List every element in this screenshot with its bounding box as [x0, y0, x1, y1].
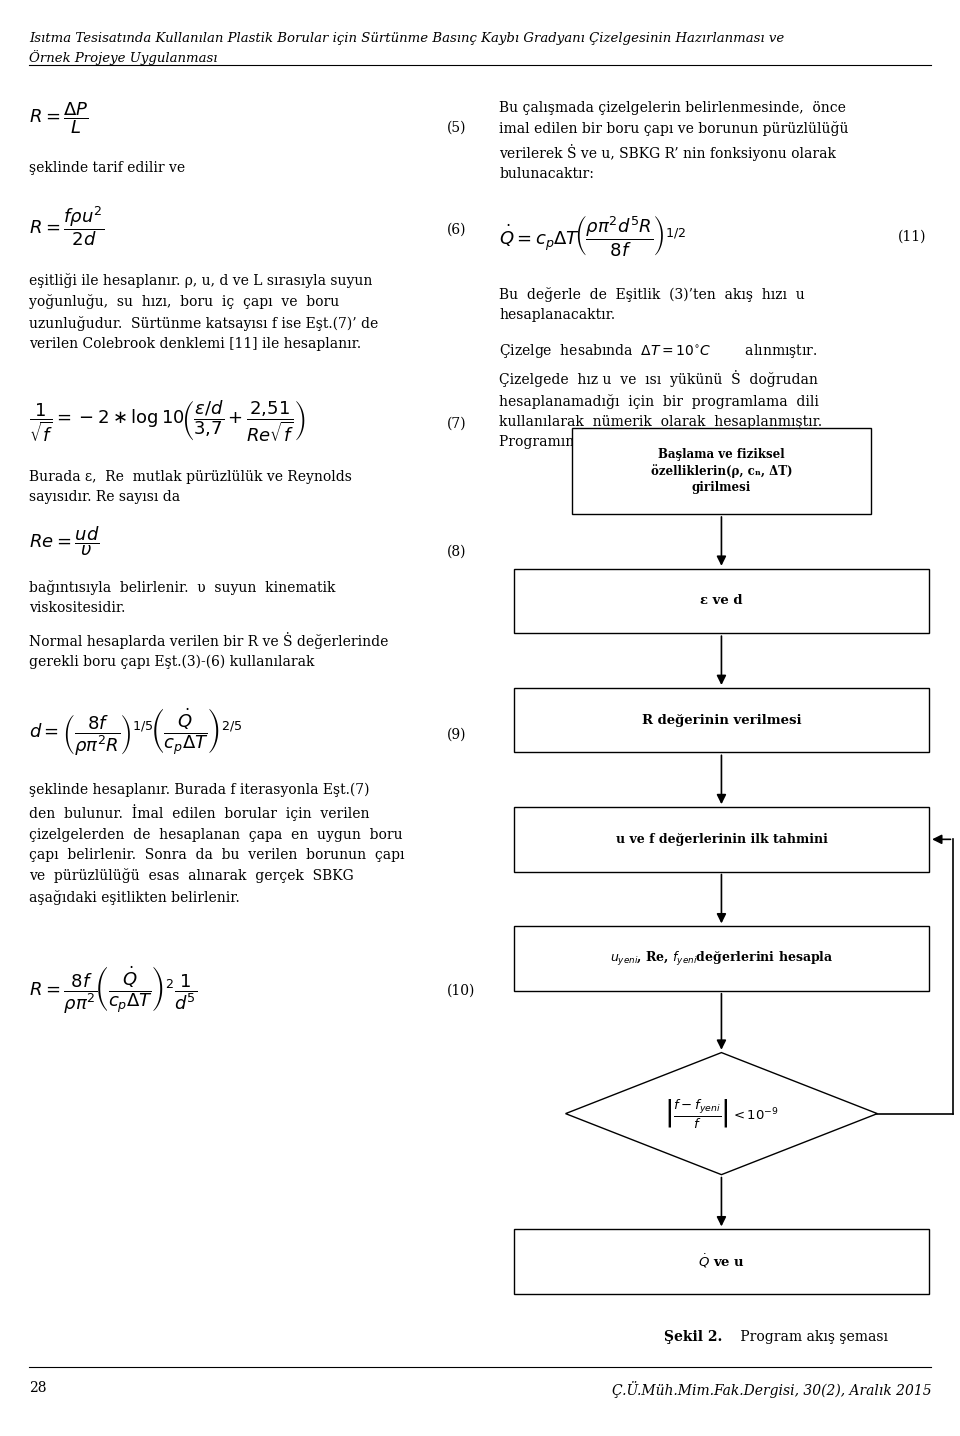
Text: bağıntısıyla  belirlenir.  υ  suyun  kinematik
viskositesidir.: bağıntısıyla belirlenir. υ suyun kinemat… [29, 580, 335, 615]
Text: Isıtma Tesisatında Kullanılan Plastik Borular için Sürtünme Basınç Kaybı Gradyan: Isıtma Tesisatında Kullanılan Plastik Bo… [29, 32, 784, 45]
Text: ε ve d: ε ve d [700, 595, 743, 607]
Text: Başlama ve fiziksel
özelliklerin(ρ, cₙ, ΔT)
girilmesi: Başlama ve fiziksel özelliklerin(ρ, cₙ, … [651, 448, 792, 494]
FancyBboxPatch shape [514, 926, 929, 991]
Text: (10): (10) [446, 984, 475, 998]
Text: $\dot{Q} = c_{p}\Delta T\!\left(\dfrac{\rho\pi^{2}d^{5}R}{8f}\right)^{1/2}$: $\dot{Q} = c_{p}\Delta T\!\left(\dfrac{\… [499, 213, 686, 257]
Text: Çizelgede  hız u  ve  ısı  yükünü  Ṡ  doğrudan
hesaplanamadığı  için  bir  progr: Çizelgede hız u ve ısı yükünü Ṡ doğrudan… [499, 370, 823, 449]
Text: Bu  değerle  de  Eşitlik  (3)’ten  akış  hızı  u
hesaplanacaktır.: Bu değerle de Eşitlik (3)’ten akış hızı … [499, 287, 804, 322]
Text: $\dot{Q}$ ve u: $\dot{Q}$ ve u [698, 1252, 745, 1271]
Text: (5): (5) [446, 121, 466, 135]
Text: (9): (9) [446, 728, 466, 742]
Text: $R = \dfrac{8f}{\rho\pi^{2}}\!\left(\dfrac{\dot{Q}}{c_{p}\Delta T}\right)^{2}\df: $R = \dfrac{8f}{\rho\pi^{2}}\!\left(\dfr… [29, 965, 198, 1017]
FancyBboxPatch shape [514, 807, 929, 872]
Text: 28: 28 [29, 1381, 46, 1396]
Polygon shape [565, 1053, 877, 1175]
Text: Ç.Ü.Müh.Mim.Fak.Dergisi, 30(2), Aralık 2015: Ç.Ü.Müh.Mim.Fak.Dergisi, 30(2), Aralık 2… [612, 1381, 931, 1399]
Text: $\dfrac{1}{\sqrt{f}} = -2 \ast \log10\!\left(\dfrac{\varepsilon/d}{3{,}7} + \dfr: $\dfrac{1}{\sqrt{f}} = -2 \ast \log10\!\… [29, 398, 305, 444]
Text: $R = \dfrac{f\rho u^{2}}{2d}$: $R = \dfrac{f\rho u^{2}}{2d}$ [29, 204, 104, 247]
Text: $\left|\dfrac{f - f_{yeni}}{f}\right| < 10^{-9}$: $\left|\dfrac{f - f_{yeni}}{f}\right| < … [664, 1097, 779, 1130]
Text: Program akış şeması: Program akış şeması [735, 1330, 888, 1344]
Text: (6): (6) [446, 223, 466, 237]
Text: (11): (11) [898, 230, 926, 244]
Text: Bu çalışmada çizelgelerin belirlenmesinde,  önce
imal edilen bir boru çapı ve bo: Bu çalışmada çizelgelerin belirlenmesind… [499, 101, 849, 181]
FancyBboxPatch shape [514, 688, 929, 752]
Text: u ve f değerlerinin ilk tahmini: u ve f değerlerinin ilk tahmini [615, 833, 828, 846]
FancyBboxPatch shape [572, 428, 871, 514]
Text: eşitliği ile hesaplanır. ρ, u, d ve L sırasıyla suyun
yoğunluğu,  su  hızı,  bor: eşitliği ile hesaplanır. ρ, u, d ve L sı… [29, 273, 378, 350]
Text: $R = \dfrac{\Delta P}{L}$: $R = \dfrac{\Delta P}{L}$ [29, 101, 88, 136]
FancyBboxPatch shape [514, 569, 929, 633]
Text: (7): (7) [446, 416, 466, 431]
Text: Burada ε,  Re  mutlak pürüzlülük ve Reynolds
sayısıdır. Re sayısı da: Burada ε, Re mutlak pürüzlülük ve Reynol… [29, 470, 351, 504]
FancyBboxPatch shape [514, 1229, 929, 1294]
Text: Örnek Projeye Uygulanması: Örnek Projeye Uygulanması [29, 50, 217, 65]
Text: Normal hesaplarda verilen bir R ve Ṡ değerlerinde
gerekli boru çapı Eşt.(3)-(6) : Normal hesaplarda verilen bir R ve Ṡ değ… [29, 632, 388, 669]
Text: Çizelge  hesabında  $\Delta T = 10^{\circ}C$        alınmıştır.: Çizelge hesabında $\Delta T = 10^{\circ}… [499, 342, 818, 360]
Text: $d = \left(\dfrac{8f}{\rho\pi^{2}R}\right)^{1/5}\!\left(\dfrac{\dot{Q}}{c_{p}\De: $d = \left(\dfrac{8f}{\rho\pi^{2}R}\righ… [29, 707, 243, 758]
Text: (8): (8) [446, 544, 466, 559]
Text: R değerinin verilmesi: R değerinin verilmesi [641, 714, 802, 727]
Text: şeklinde hesaplanır. Burada f iterasyonla Eşt.(7)
den  bulunur.  İmal  edilen  b: şeklinde hesaplanır. Burada f iterasyonl… [29, 783, 404, 905]
Text: Şekil 2.: Şekil 2. [664, 1330, 722, 1344]
Text: $Re = \dfrac{ud}{\upsilon}$: $Re = \dfrac{ud}{\upsilon}$ [29, 524, 100, 557]
Text: şeklinde tarif edilir ve: şeklinde tarif edilir ve [29, 161, 185, 175]
Text: $u_{yeni}$, Re, $f_{yeni}$değerlerini hesapla: $u_{yeni}$, Re, $f_{yeni}$değerlerini he… [610, 949, 833, 968]
